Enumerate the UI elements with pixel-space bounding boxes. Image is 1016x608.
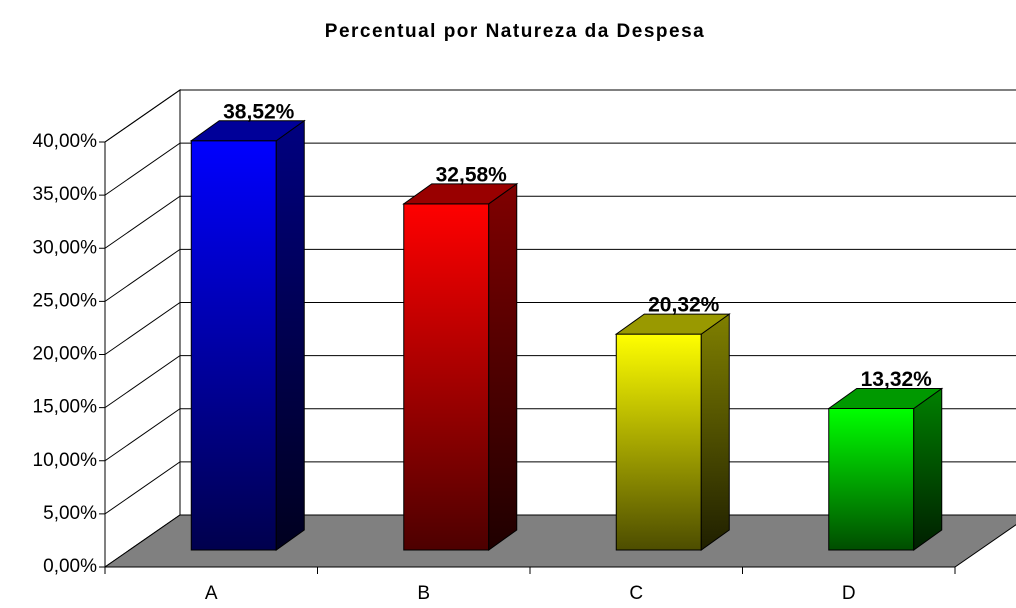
x-tick-label: C <box>629 583 643 604</box>
value-label: 38,52% <box>223 100 295 123</box>
grid-line <box>104 355 1016 409</box>
grid-line <box>104 408 1016 462</box>
bar-side <box>700 313 730 551</box>
bar <box>403 203 490 551</box>
bar-top <box>827 387 944 409</box>
grid-line <box>104 302 1016 355</box>
chart-title: Percentual por Natureza da Despesa <box>325 21 705 42</box>
y-tick-label: 35,00% <box>33 184 98 205</box>
value-label: 20,32% <box>648 294 720 317</box>
bar-side <box>913 387 943 551</box>
grid-line <box>104 142 1016 196</box>
value-label: 32,58% <box>436 163 508 186</box>
y-tick-label: 0,00% <box>43 556 97 577</box>
grid-line <box>104 89 1016 143</box>
grid-line <box>104 195 1016 249</box>
grid-line <box>104 248 1016 302</box>
x-tick-label: D <box>842 583 856 604</box>
y-tick-label: 20,00% <box>33 344 98 365</box>
bar-top <box>614 313 731 335</box>
x-tick-label: B <box>417 583 430 604</box>
bar-top <box>402 183 519 205</box>
bar <box>190 140 277 551</box>
y-tick-label: 15,00% <box>33 397 98 418</box>
y-tick-label: 5,00% <box>43 503 97 524</box>
grid-line <box>104 461 1016 515</box>
bar-side <box>275 119 305 551</box>
bar-side <box>488 182 518 551</box>
y-tick-label: 40,00% <box>33 131 98 152</box>
bar-top <box>189 120 306 142</box>
bar <box>828 407 915 551</box>
y-tick-label: 30,00% <box>33 237 98 258</box>
y-tick-label: 10,00% <box>33 450 98 471</box>
bar <box>615 333 702 551</box>
y-tick-label: 25,00% <box>33 290 98 311</box>
x-tick-label: A <box>205 583 218 604</box>
value-label: 13,32% <box>861 368 933 391</box>
